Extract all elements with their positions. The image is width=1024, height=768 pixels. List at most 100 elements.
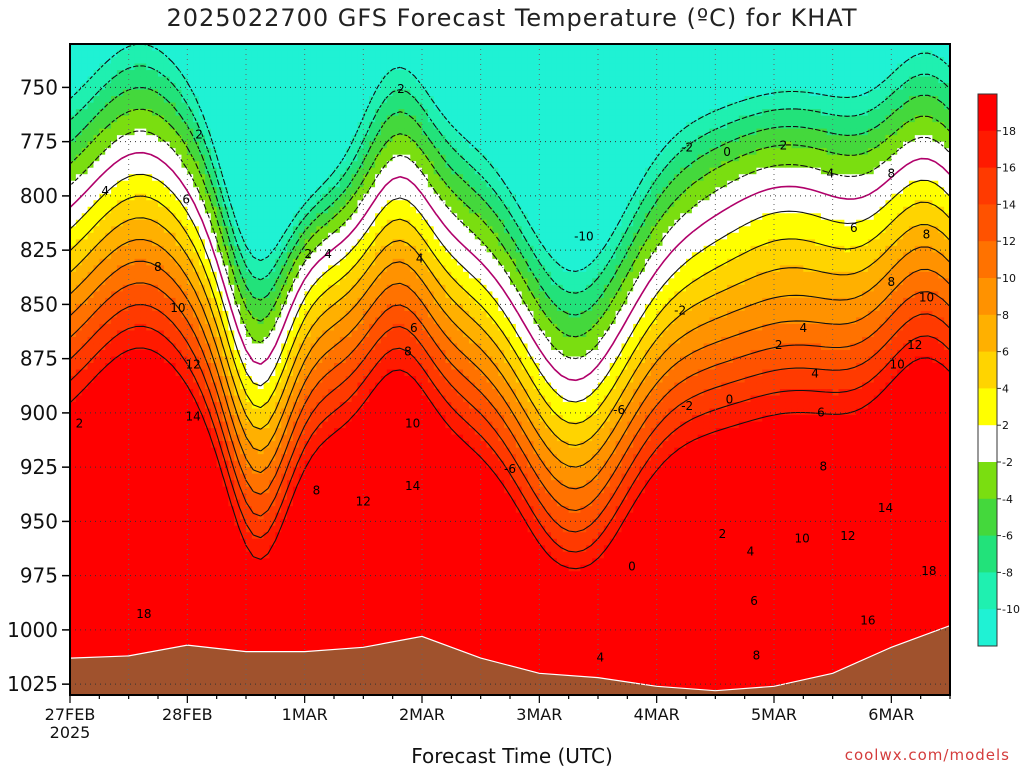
field-cell	[175, 76, 183, 84]
field-cell	[281, 193, 288, 201]
field-cell	[263, 232, 271, 240]
field-cell	[199, 382, 206, 390]
field-cell	[75, 258, 83, 266]
field-cell	[351, 642, 359, 651]
field-cell	[175, 343, 183, 351]
field-cell	[111, 258, 118, 266]
field-cell	[234, 486, 241, 494]
field-cell	[298, 89, 306, 97]
field-cell	[210, 122, 218, 130]
field-cell	[140, 330, 147, 338]
field-cell	[175, 44, 183, 52]
field-cell	[334, 629, 341, 638]
field-cell	[251, 349, 259, 358]
field-cell	[222, 467, 229, 475]
field-cell	[87, 616, 95, 624]
field-cell	[169, 642, 177, 651]
field-cell	[116, 226, 124, 234]
field-cell	[292, 486, 300, 494]
field-cell	[163, 564, 171, 572]
field-cell	[163, 187, 171, 195]
field-cell	[345, 447, 353, 455]
field-cell	[152, 499, 159, 507]
field-cell	[357, 584, 364, 592]
field-cell	[240, 616, 247, 624]
field-cell	[146, 317, 153, 325]
field-cell	[87, 115, 95, 123]
field-cell	[216, 616, 224, 624]
field-cell	[334, 141, 341, 149]
field-cell	[87, 252, 95, 260]
field-cell	[251, 330, 259, 338]
field-cell	[134, 96, 141, 104]
field-cell	[152, 434, 159, 442]
field-cell	[75, 447, 83, 455]
field-cell	[287, 493, 294, 501]
field-cell	[228, 447, 235, 455]
field-cell	[81, 349, 89, 358]
field-cell	[158, 343, 165, 351]
field-cell	[75, 545, 83, 553]
field-cell	[111, 506, 118, 514]
field-cell	[275, 623, 282, 631]
field-cell	[328, 83, 335, 91]
field-cell	[334, 200, 341, 208]
field-cell	[75, 128, 83, 136]
field-cell	[93, 128, 100, 136]
field-cell	[322, 623, 329, 631]
field-cell	[287, 616, 294, 624]
field-cell	[140, 148, 147, 156]
field-cell	[175, 441, 183, 449]
field-cell	[222, 421, 229, 429]
field-cell	[140, 167, 147, 175]
field-cell	[204, 577, 212, 585]
field-cell	[187, 415, 194, 423]
field-cell	[152, 219, 159, 227]
field-cell	[140, 271, 147, 279]
field-cell	[163, 102, 171, 110]
field-cell	[298, 571, 306, 579]
field-cell	[181, 597, 188, 605]
field-cell	[234, 415, 241, 423]
field-cell	[251, 343, 259, 351]
field-cell	[339, 258, 347, 266]
field-cell	[269, 499, 276, 507]
field-cell	[257, 187, 265, 195]
field-cell	[99, 649, 106, 657]
field-cell	[152, 135, 159, 143]
field-cell	[140, 213, 147, 221]
field-cell	[111, 187, 118, 195]
field-cell	[334, 525, 341, 533]
field-cell	[75, 616, 83, 624]
field-cell	[339, 291, 347, 299]
field-cell	[128, 525, 136, 533]
field-cell	[99, 310, 106, 319]
field-cell	[128, 382, 136, 390]
field-cell	[81, 460, 89, 468]
field-cell	[304, 512, 312, 520]
field-cell	[257, 343, 265, 351]
field-cell	[287, 323, 294, 332]
field-cell	[222, 102, 229, 110]
field-cell	[257, 629, 265, 638]
field-cell	[339, 623, 347, 631]
field-cell	[204, 616, 212, 624]
field-cell	[216, 506, 224, 514]
field-cell	[228, 460, 235, 468]
field-cell	[163, 395, 171, 403]
field-cell	[87, 362, 95, 371]
field-cell	[228, 336, 235, 345]
field-cell	[292, 415, 300, 423]
field-cell	[199, 245, 206, 253]
field-cell	[316, 213, 323, 221]
field-cell	[240, 506, 247, 514]
field-cell	[345, 584, 353, 592]
field-cell	[116, 96, 124, 104]
field-cell	[357, 512, 364, 520]
field-cell	[234, 128, 241, 136]
field-cell	[146, 447, 153, 455]
field-cell	[169, 343, 177, 351]
field-cell	[140, 376, 147, 384]
field-cell	[263, 532, 271, 540]
field-cell	[351, 109, 359, 117]
